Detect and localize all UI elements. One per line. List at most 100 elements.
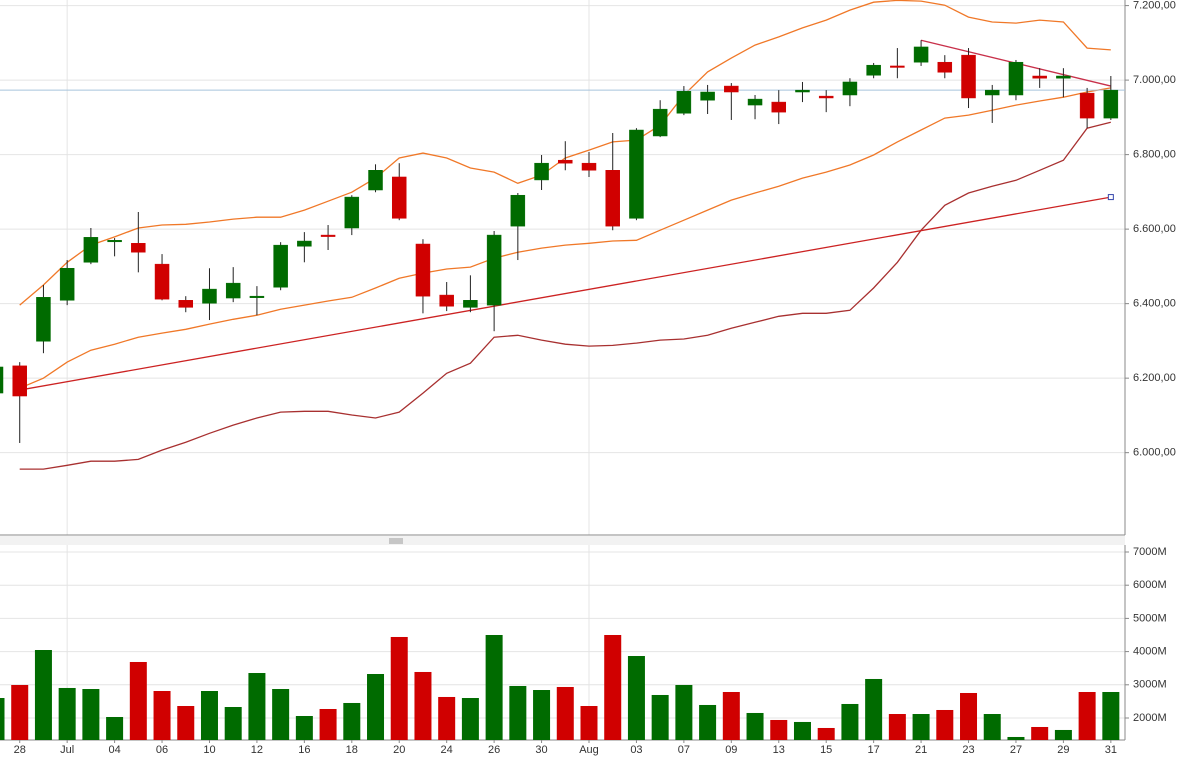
x-tick-label: 27: [1010, 744, 1022, 756]
y-tick-label: 6.200,00: [1133, 372, 1176, 384]
candle-body: [1103, 89, 1119, 119]
volume-bar: [888, 714, 906, 740]
candle-body: [534, 162, 549, 181]
volume-bar: [485, 634, 503, 740]
y-tick-label: 4000M: [1133, 646, 1167, 658]
volume-bar: [82, 689, 100, 740]
x-tick-label: 20: [393, 744, 405, 756]
trend-handle: [1107, 194, 1114, 201]
x-tick-label: 31: [1105, 744, 1117, 756]
y-tick-label: 6.400,00: [1133, 298, 1176, 310]
volume-bar: [1078, 691, 1096, 740]
x-tick-label: 10: [203, 744, 215, 756]
candle-body: [818, 95, 834, 99]
y-tick-label: 7000M: [1133, 546, 1167, 558]
volume-bar: [224, 707, 242, 740]
volume-bar: [604, 634, 622, 740]
volume-bar: [200, 691, 218, 740]
candle-body: [439, 294, 454, 307]
x-tick-label: 04: [108, 744, 120, 756]
volume-bar: [438, 696, 456, 740]
volume-bar: [248, 673, 266, 740]
candle-body: [747, 98, 763, 106]
volume-bar: [1102, 691, 1120, 740]
y-tick-label: 7.000,00: [1133, 74, 1176, 86]
candle-body: [961, 54, 976, 99]
y-tick-label: 5000M: [1133, 612, 1167, 624]
volume-bar: [841, 703, 859, 740]
x-tick-label: Jul: [60, 744, 74, 756]
volume-bar: [1054, 729, 1072, 740]
volume-bar: [770, 719, 788, 740]
volume-bar: [1031, 726, 1049, 740]
candle-body: [700, 91, 715, 101]
band-line: [19, 87, 1111, 389]
candle-body: [937, 61, 953, 73]
x-tick-label: 28: [14, 744, 26, 756]
x-tick-label: Aug: [579, 744, 599, 756]
y-tick-label: 2000M: [1133, 712, 1167, 724]
volume-bar: [960, 692, 978, 740]
y-tick-label: 6.000,00: [1133, 447, 1176, 459]
volume-bar: [153, 691, 171, 740]
volume-bar: [509, 685, 527, 740]
candle-body: [984, 89, 1000, 96]
volume-bar: [556, 686, 574, 740]
volume-bar: [0, 698, 5, 740]
x-tick-label: 15: [820, 744, 832, 756]
pane-splitter[interactable]: [0, 536, 1125, 545]
x-tick-label: 09: [725, 744, 737, 756]
candle-body: [368, 170, 383, 191]
x-tick-label: 30: [535, 744, 547, 756]
candle-body: [36, 297, 51, 342]
candle-body: [629, 129, 644, 219]
volume-bar: [746, 712, 764, 740]
candle-body: [724, 85, 739, 93]
volume-bar: [58, 687, 76, 740]
volume-bar: [1007, 736, 1025, 740]
y-tick-label: 6000M: [1133, 579, 1167, 591]
x-tick-label: 17: [868, 744, 880, 756]
candle-body: [866, 64, 881, 76]
x-tick-label: 23: [962, 744, 974, 756]
volume-bar: [177, 706, 195, 740]
volume-bar: [272, 689, 290, 740]
y-tick-label: 7.200,00: [1133, 0, 1176, 11]
candle-body: [154, 263, 170, 300]
candle-body: [652, 108, 668, 137]
candle-body: [1079, 92, 1095, 119]
candle-body: [415, 243, 431, 297]
volume-bar: [699, 704, 717, 740]
x-tick-label: 16: [298, 744, 310, 756]
volume-bar: [319, 708, 337, 740]
candle-body: [344, 196, 360, 229]
candle-body: [59, 267, 75, 301]
candle-body: [107, 240, 122, 243]
candle-body: [249, 295, 265, 298]
x-tick-label: 06: [156, 744, 168, 756]
candle-body: [676, 91, 692, 114]
volume-bar: [461, 698, 479, 740]
x-tick-label: 24: [441, 744, 453, 756]
candle-body: [510, 194, 526, 227]
candle-body: [581, 162, 597, 171]
candle-body: [202, 288, 217, 304]
candle-body: [890, 65, 905, 68]
splitter-handle: [389, 538, 403, 544]
y-tick-label: 6.600,00: [1133, 223, 1176, 235]
volume-bar: [414, 671, 432, 740]
x-tick-label: 21: [915, 744, 927, 756]
candle-body: [771, 101, 787, 113]
volume-bar: [912, 714, 930, 740]
volume-bar: [34, 650, 52, 740]
x-tick-label: 12: [251, 744, 263, 756]
volume-bar: [367, 674, 385, 740]
volume-bar: [295, 715, 313, 740]
candle-body: [83, 237, 99, 263]
x-tick-label: 13: [773, 744, 785, 756]
volume-bar: [793, 721, 811, 740]
volume-bar: [983, 714, 1001, 740]
volume-bar: [627, 656, 645, 740]
candle-body: [178, 300, 194, 308]
candle-body: [297, 240, 312, 247]
